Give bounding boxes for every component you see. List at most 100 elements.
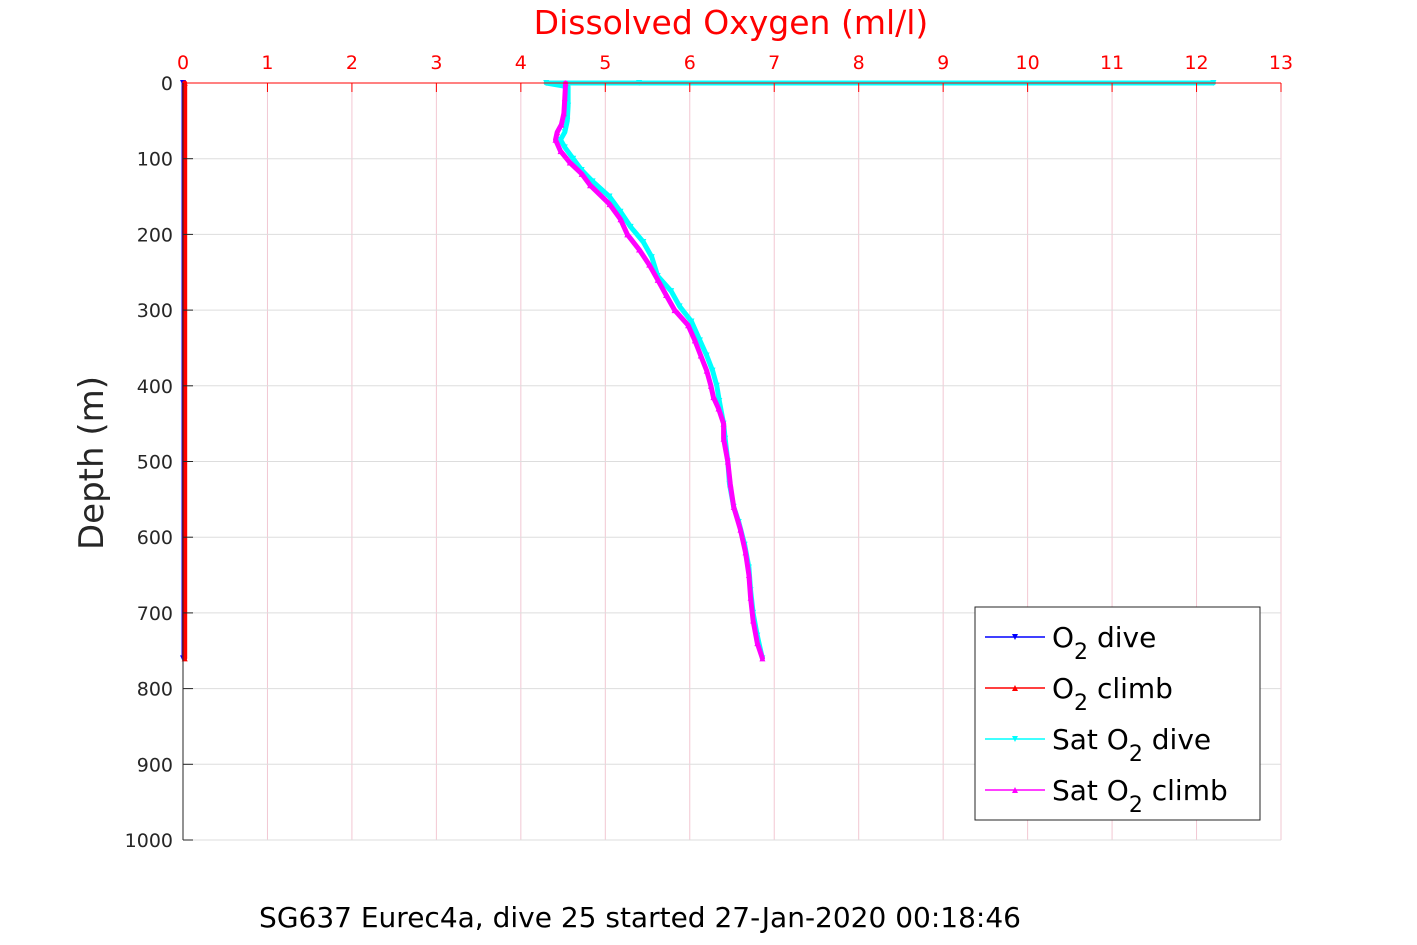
y-tick-label: 300 bbox=[137, 300, 173, 322]
x-tick-label: 1 bbox=[261, 52, 273, 74]
series-point bbox=[745, 572, 752, 579]
y-tick-label: 500 bbox=[137, 452, 173, 474]
series-point bbox=[676, 303, 683, 310]
legend-label-text: O bbox=[1052, 621, 1074, 654]
x-tick-label: 8 bbox=[853, 52, 865, 74]
series-point bbox=[578, 167, 585, 174]
y-tick-label: 100 bbox=[137, 149, 173, 171]
x-tick-label: 5 bbox=[599, 52, 611, 74]
x-tick-label: 13 bbox=[1269, 52, 1293, 74]
series-point bbox=[561, 129, 568, 136]
series-point bbox=[668, 288, 675, 295]
series-point bbox=[688, 318, 695, 325]
series-point bbox=[742, 549, 749, 556]
x-tick-label: 4 bbox=[515, 52, 527, 74]
series-point bbox=[709, 367, 716, 374]
series-point bbox=[646, 261, 653, 268]
series-point bbox=[724, 458, 731, 465]
series-point bbox=[606, 201, 613, 208]
legend-label-text: O bbox=[1052, 672, 1074, 705]
legend-label-subscript: 2 bbox=[1074, 640, 1088, 665]
series-point bbox=[696, 337, 703, 344]
series-point bbox=[691, 337, 698, 344]
series-point bbox=[589, 178, 596, 185]
x-tick-label: 6 bbox=[684, 52, 696, 74]
series-point bbox=[640, 238, 647, 245]
series-point bbox=[759, 655, 766, 662]
series-point bbox=[561, 144, 568, 151]
chart-title: Dissolved Oxygen (ml/l) bbox=[534, 3, 929, 42]
series-point bbox=[566, 159, 573, 166]
series-point bbox=[606, 193, 613, 200]
legend-marker bbox=[1012, 787, 1018, 793]
series-point bbox=[750, 617, 757, 624]
series-point bbox=[747, 594, 754, 601]
y-tick-label: 800 bbox=[137, 679, 173, 701]
series-point bbox=[561, 95, 568, 102]
series-point bbox=[710, 394, 717, 401]
grid bbox=[183, 83, 1282, 841]
series-point bbox=[617, 216, 624, 223]
series-point bbox=[570, 155, 577, 162]
series-point bbox=[627, 223, 634, 230]
series-point bbox=[697, 352, 704, 359]
legend-label-subscript: 2 bbox=[1129, 793, 1143, 818]
x-tick-label: 3 bbox=[430, 52, 442, 74]
series-point bbox=[654, 276, 661, 283]
legend-marker bbox=[1012, 685, 1018, 691]
x-tick-label: 10 bbox=[1016, 52, 1040, 74]
series-point bbox=[715, 405, 722, 412]
series-point bbox=[648, 254, 655, 261]
series-point bbox=[557, 148, 564, 155]
x-tick-label: 0 bbox=[177, 52, 189, 74]
y-tick-label: 400 bbox=[137, 376, 173, 398]
series-point bbox=[707, 382, 714, 389]
x-tick-label: 9 bbox=[937, 52, 949, 74]
legend-box bbox=[974, 606, 1261, 821]
legend-label-text: climb bbox=[1088, 672, 1173, 705]
series-point bbox=[578, 170, 585, 177]
series-point bbox=[564, 117, 571, 124]
series-point bbox=[663, 291, 670, 298]
x-tick-label: 7 bbox=[768, 52, 780, 74]
axes: 0 1 2 3 4 5 6 7 8 9 10 11 12 130100200300400500600700… bbox=[125, 52, 1293, 852]
series-point bbox=[720, 435, 727, 442]
series-point bbox=[552, 136, 559, 143]
series-point bbox=[636, 246, 643, 253]
x-tick-label: 11 bbox=[1100, 52, 1124, 74]
series-point bbox=[685, 322, 692, 329]
legend-label: O2 climb bbox=[1052, 672, 1173, 716]
legend-label-text: Sat O bbox=[1052, 774, 1129, 807]
series-point bbox=[737, 526, 744, 533]
y-tick-label: 1000 bbox=[125, 830, 173, 852]
y-tick-label: 900 bbox=[137, 754, 173, 776]
legend-label-subscript: 2 bbox=[1074, 691, 1088, 716]
series-point bbox=[727, 481, 734, 488]
legend-label-text: dive bbox=[1088, 621, 1156, 654]
legend-marker bbox=[1012, 634, 1018, 640]
legend-label-text: Sat O bbox=[1052, 723, 1129, 756]
legend-label: Sat O2 dive bbox=[1052, 723, 1211, 767]
legend-label-subscript: 2 bbox=[1129, 742, 1143, 767]
series-point bbox=[557, 136, 564, 143]
y-tick-label: 200 bbox=[137, 224, 173, 246]
series-point bbox=[703, 367, 710, 374]
series-point bbox=[560, 110, 567, 117]
legend-label: O2 dive bbox=[1052, 621, 1156, 665]
series-point bbox=[716, 397, 723, 404]
y-tick-label: 0 bbox=[161, 73, 173, 95]
legend-label-text: climb bbox=[1143, 774, 1228, 807]
series-point bbox=[713, 382, 720, 389]
series-point bbox=[730, 503, 737, 510]
series-point bbox=[671, 307, 678, 314]
y-axis-label: Depth (m) bbox=[72, 376, 112, 550]
series-point bbox=[558, 121, 565, 128]
legend-label: Sat O2 climb bbox=[1052, 774, 1228, 818]
chart-subtitle: SG637 Eurec4a, dive 25 started 27-Jan-20… bbox=[259, 901, 1021, 934]
series-point bbox=[720, 420, 727, 427]
series-point bbox=[624, 231, 631, 238]
series-point bbox=[587, 182, 594, 189]
series-point bbox=[754, 640, 761, 647]
series-point bbox=[703, 352, 710, 359]
